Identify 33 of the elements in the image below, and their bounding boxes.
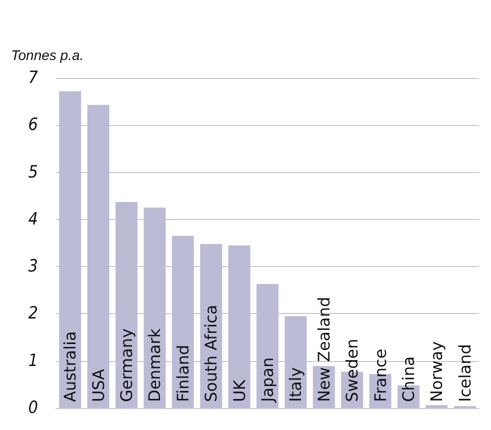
y-tick-label: 4 (28, 209, 38, 230)
x-tick-label: China (399, 356, 418, 402)
y-axis-title: Tonnes p.a. (11, 47, 84, 63)
x-tick-label: New Zealand (314, 296, 334, 402)
bar (228, 245, 250, 408)
y-tick-label: 7 (28, 68, 38, 88)
bar (426, 405, 448, 408)
x-tick-label: Sweden (342, 338, 362, 402)
bar (144, 208, 166, 408)
bar (116, 202, 138, 408)
y-tick-label: 2 (28, 304, 38, 324)
x-tick-label: Iceland (455, 344, 474, 402)
x-tick-label: South Africa (202, 304, 221, 402)
x-tick-label: France (370, 348, 390, 402)
x-tick-label: Australia (60, 331, 80, 402)
bar (87, 104, 110, 408)
x-tick-label: Italy (286, 367, 306, 402)
x-tick-label: USA (88, 368, 108, 402)
bar (256, 284, 278, 408)
x-tick-label: UK (230, 379, 249, 402)
x-tick-label: Finland (173, 344, 192, 402)
x-tick-label: Japan (258, 357, 277, 403)
y-tick-label: 3 (28, 256, 38, 277)
bar (59, 91, 82, 408)
x-tick-label: Norway (427, 341, 446, 402)
x-tick-label: Germany (117, 328, 136, 402)
y-tick-label: 5 (28, 162, 38, 182)
y-tick-label: 0 (28, 398, 38, 418)
bar (172, 236, 194, 408)
y-tick-label: 1 (28, 350, 38, 371)
bar (284, 316, 307, 408)
y-tick-label: 6 (28, 115, 38, 136)
x-tick-label: Denmark (145, 328, 164, 402)
